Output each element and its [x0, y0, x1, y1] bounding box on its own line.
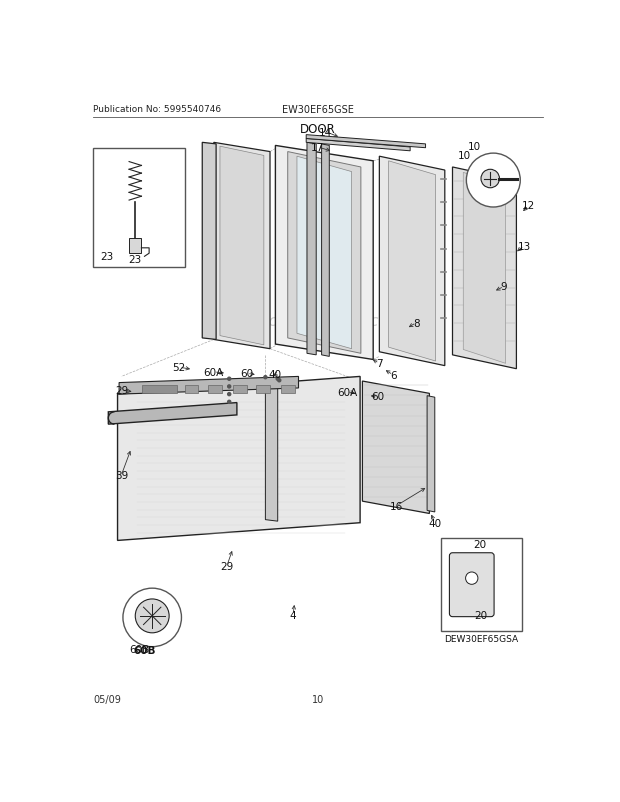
Polygon shape	[129, 238, 141, 254]
Circle shape	[123, 589, 182, 647]
Circle shape	[228, 393, 231, 396]
Text: 13: 13	[518, 241, 531, 251]
Text: 4: 4	[290, 610, 296, 620]
Text: 60B: 60B	[133, 646, 156, 655]
Text: 8: 8	[413, 318, 420, 328]
Polygon shape	[119, 377, 298, 395]
Bar	[142, 386, 177, 393]
Circle shape	[481, 170, 500, 188]
Polygon shape	[389, 162, 436, 362]
Polygon shape	[214, 143, 270, 349]
Circle shape	[228, 401, 231, 404]
Text: 05/09: 05/09	[93, 695, 121, 704]
Text: 23: 23	[128, 255, 141, 265]
Polygon shape	[297, 157, 352, 349]
Text: 10: 10	[468, 142, 481, 152]
Polygon shape	[379, 157, 445, 367]
Polygon shape	[463, 173, 506, 364]
Text: Publication No: 5995540746: Publication No: 5995540746	[93, 105, 221, 114]
Text: 16: 16	[389, 501, 403, 511]
Text: 40: 40	[428, 518, 441, 528]
Text: 10: 10	[312, 695, 324, 704]
Polygon shape	[322, 144, 329, 357]
Polygon shape	[306, 136, 425, 148]
Text: 39: 39	[115, 471, 128, 480]
Text: eReplacementParts.com: eReplacementParts.com	[217, 314, 404, 329]
Text: 29: 29	[115, 386, 128, 395]
Text: 60A: 60A	[204, 367, 224, 377]
Text: 40: 40	[269, 370, 282, 379]
Polygon shape	[307, 143, 316, 355]
Bar	[233, 386, 247, 393]
FancyBboxPatch shape	[441, 538, 522, 630]
Polygon shape	[108, 403, 237, 424]
Text: 14: 14	[319, 128, 332, 137]
Polygon shape	[202, 143, 216, 340]
Polygon shape	[265, 379, 278, 521]
Circle shape	[466, 154, 520, 208]
Polygon shape	[427, 396, 435, 512]
Text: 20: 20	[473, 540, 486, 549]
Text: 20: 20	[474, 610, 487, 620]
Bar	[256, 386, 270, 393]
Polygon shape	[363, 382, 430, 514]
Text: 6: 6	[390, 371, 397, 380]
Circle shape	[466, 573, 478, 585]
Polygon shape	[453, 168, 516, 369]
Text: EW30EF65GSE: EW30EF65GSE	[282, 105, 353, 115]
Bar	[281, 386, 294, 393]
Circle shape	[228, 378, 231, 381]
Circle shape	[264, 376, 267, 379]
Text: 12: 12	[522, 201, 535, 211]
Circle shape	[228, 386, 231, 388]
Text: DOOR: DOOR	[300, 123, 335, 136]
FancyBboxPatch shape	[450, 553, 494, 617]
Circle shape	[276, 378, 279, 381]
Polygon shape	[288, 152, 361, 354]
FancyBboxPatch shape	[93, 148, 185, 268]
Text: 60B: 60B	[129, 644, 149, 654]
Polygon shape	[275, 146, 373, 360]
Polygon shape	[306, 140, 410, 152]
Text: 52: 52	[172, 363, 186, 373]
Polygon shape	[220, 147, 264, 346]
Bar	[185, 386, 198, 393]
Text: 60: 60	[371, 392, 384, 402]
Text: DEW30EF65GSA: DEW30EF65GSA	[444, 634, 518, 643]
Text: 9: 9	[501, 282, 507, 292]
Text: 7: 7	[376, 358, 383, 369]
Text: 60A: 60A	[337, 387, 357, 397]
Circle shape	[135, 599, 169, 633]
Circle shape	[278, 379, 281, 383]
Text: 60: 60	[241, 369, 254, 379]
Text: 10: 10	[458, 151, 471, 160]
Bar	[208, 386, 221, 393]
Text: 29: 29	[220, 561, 234, 571]
Text: 17: 17	[311, 143, 324, 152]
Polygon shape	[118, 377, 360, 541]
Text: 23: 23	[100, 252, 114, 261]
